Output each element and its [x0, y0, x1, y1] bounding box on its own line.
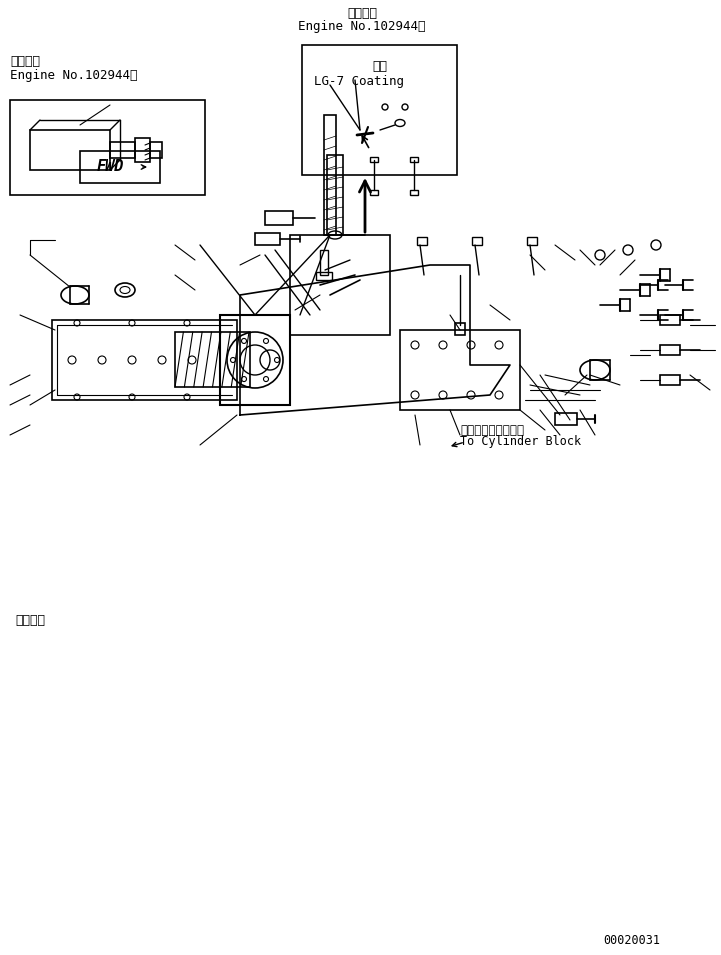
- Bar: [370, 157, 378, 162]
- Bar: [327, 155, 343, 235]
- Bar: [410, 190, 418, 195]
- Bar: [324, 115, 336, 235]
- Bar: [555, 413, 577, 425]
- Text: 塗布: 塗布: [372, 60, 387, 73]
- Bar: [30, 130, 110, 170]
- Bar: [660, 375, 680, 385]
- Text: 適用号機: 適用号機: [347, 7, 377, 20]
- Text: 適用号機: 適用号機: [10, 55, 40, 68]
- Bar: [10, 100, 205, 195]
- Text: シリンダブロックへ: シリンダブロックへ: [460, 423, 524, 436]
- Text: FWD: FWD: [97, 159, 124, 175]
- Bar: [80, 151, 160, 183]
- Bar: [660, 345, 680, 355]
- Bar: [410, 157, 418, 162]
- Bar: [302, 45, 457, 175]
- Bar: [265, 211, 293, 225]
- Bar: [316, 272, 332, 280]
- Text: LG-7 Coating: LG-7 Coating: [314, 75, 404, 88]
- Bar: [52, 320, 237, 400]
- Bar: [110, 142, 135, 158]
- Text: 00020031: 00020031: [603, 934, 660, 947]
- Bar: [320, 250, 328, 275]
- Bar: [370, 190, 378, 195]
- Bar: [660, 315, 680, 325]
- Text: Engine No.102944～: Engine No.102944～: [10, 69, 138, 82]
- Text: 適用号機: 適用号機: [15, 614, 45, 627]
- Bar: [400, 330, 520, 410]
- Bar: [290, 235, 390, 335]
- Bar: [472, 237, 482, 245]
- Bar: [255, 233, 280, 245]
- Bar: [417, 237, 427, 245]
- Bar: [220, 315, 290, 405]
- Bar: [455, 323, 465, 335]
- Bar: [175, 332, 250, 387]
- Bar: [527, 237, 537, 245]
- Bar: [135, 138, 150, 162]
- Text: Engine No.102944～: Engine No.102944～: [298, 20, 425, 33]
- Bar: [150, 142, 162, 158]
- Text: To Cylinder Block: To Cylinder Block: [460, 435, 581, 449]
